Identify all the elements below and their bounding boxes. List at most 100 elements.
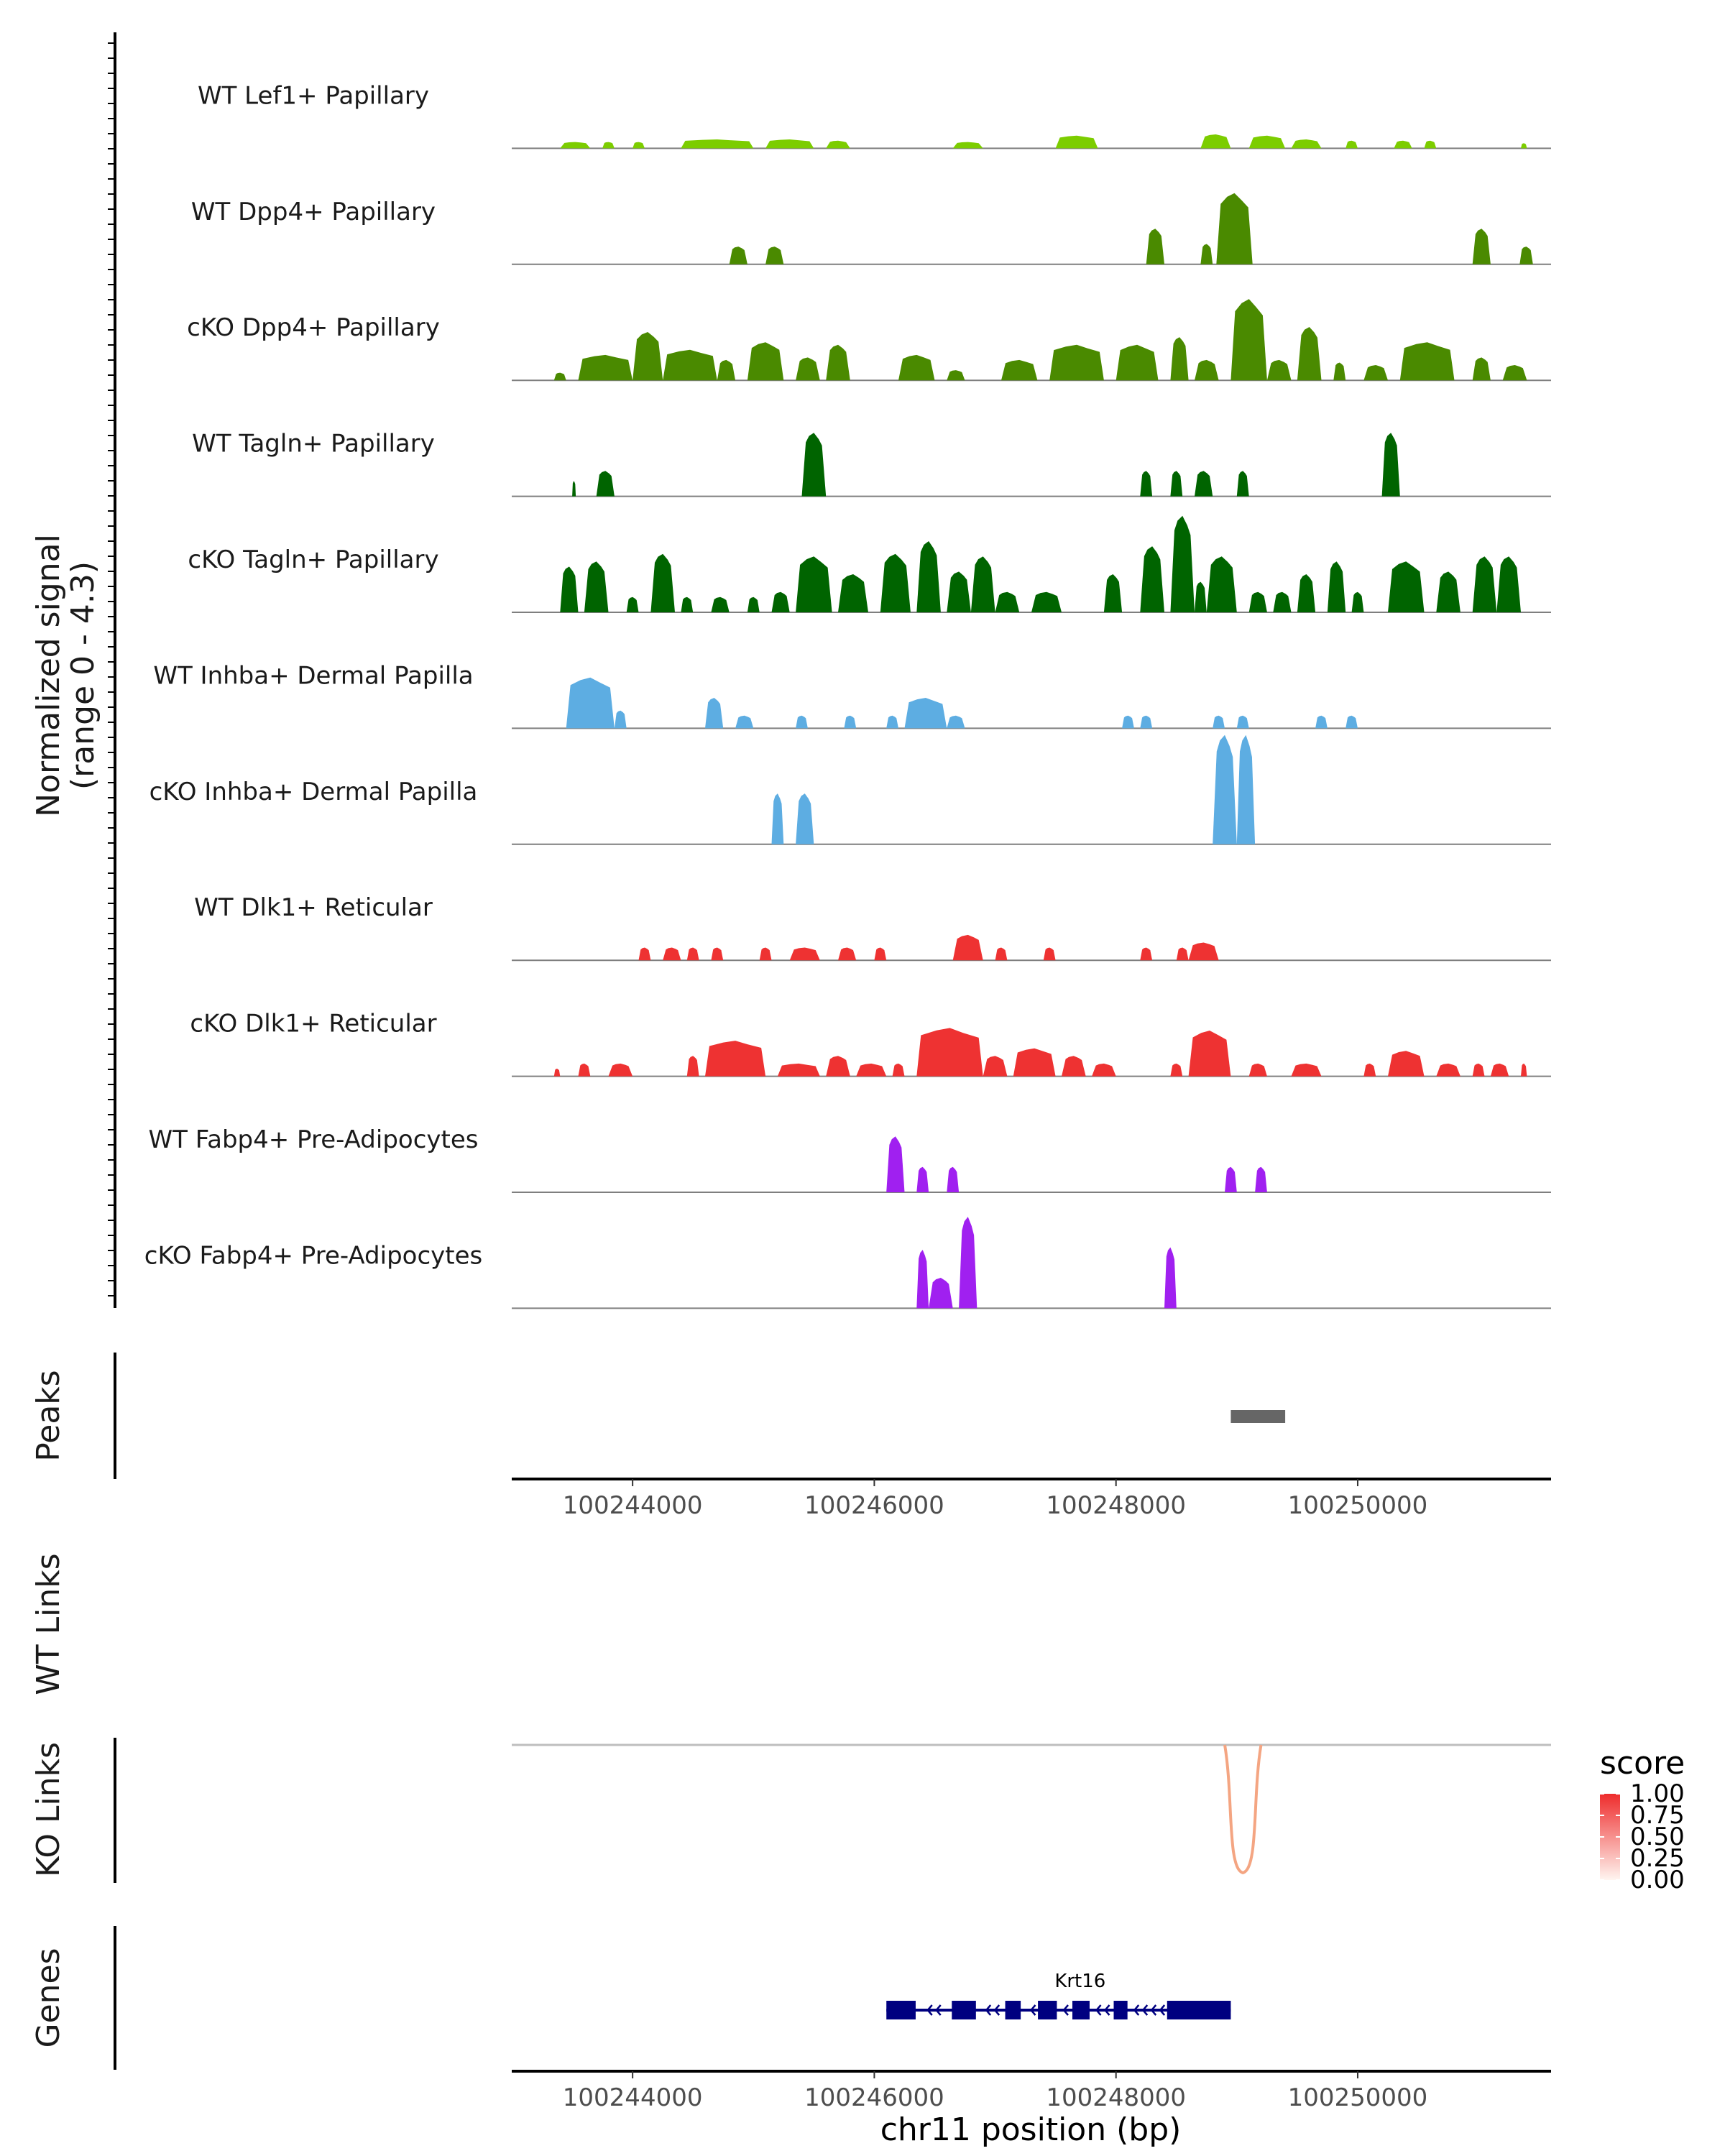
signal-peak — [826, 1056, 850, 1077]
signal-peak — [1140, 947, 1153, 961]
signal-peak — [983, 1056, 1008, 1077]
signal-peak — [995, 591, 1020, 612]
signal-peak — [765, 247, 784, 264]
signal-peak — [1236, 715, 1249, 729]
signal-peak — [838, 947, 857, 961]
signal-peak — [1248, 1063, 1267, 1077]
signal-peak — [952, 142, 983, 149]
signal-peak — [686, 1056, 699, 1077]
signal-tracks: WT Lef1+ Papillary WT Dpp4+ Papillary cKO … — [144, 81, 1551, 1309]
signal-peak — [650, 553, 675, 612]
signal-peak — [796, 357, 820, 381]
track-wt-dpp4-papillary: WT Dpp4+ Papillary — [191, 193, 1551, 265]
strand-arrow — [1141, 2004, 1149, 2016]
signal-peak — [1170, 1063, 1183, 1077]
signal-peak — [1031, 591, 1062, 612]
signal-peak — [1394, 140, 1412, 149]
signal-peak — [1521, 143, 1527, 149]
signal-peak — [1236, 471, 1249, 497]
signal-peak — [765, 139, 814, 149]
signal-peak — [735, 715, 754, 729]
signal-peak — [663, 947, 681, 961]
signal-peak — [886, 715, 898, 729]
signal-peak — [553, 1069, 561, 1077]
x-tick-label: 100248000 — [1046, 1491, 1186, 1520]
signal-peak — [1266, 359, 1292, 381]
signal-peak — [1043, 947, 1056, 961]
signal-peak — [1315, 715, 1328, 729]
gene-exon — [886, 2001, 916, 2019]
track-wt-dlk1-reticular: WT Dlk1+ Reticular — [194, 893, 1551, 962]
signal-peak — [1170, 337, 1189, 381]
signal-peak — [1388, 561, 1425, 612]
signal-peak — [1230, 299, 1267, 381]
signal-peak — [1291, 1063, 1322, 1077]
signal-peak — [1490, 1063, 1509, 1077]
signal-peak — [1496, 556, 1521, 612]
signal-peak — [1200, 134, 1231, 149]
peak-region — [1230, 1410, 1286, 1423]
score-legend: score 1.000.750.500.250.00 — [1600, 1745, 1685, 1894]
signal-peak — [1424, 140, 1437, 149]
signal-peak — [959, 1217, 978, 1309]
signal-peak — [553, 372, 566, 381]
signal-peak — [886, 1136, 905, 1192]
signal-peak — [916, 1028, 983, 1077]
signal-peak — [1055, 135, 1098, 149]
track-label: cKO Fabp4+ Pre-Adipocytes — [144, 1241, 483, 1270]
signal-peak — [1140, 715, 1153, 729]
track-label: WT Dpp4+ Papillary — [191, 198, 436, 226]
signal-peak — [1521, 1063, 1527, 1077]
signal-peak — [826, 140, 850, 149]
signal-peak — [916, 1166, 929, 1192]
signal-peak — [1248, 591, 1267, 612]
signal-peak — [711, 947, 724, 961]
signal-peak — [1472, 556, 1497, 612]
signal-peak — [1381, 433, 1400, 497]
signal-peak — [1327, 561, 1346, 612]
legend-ticks: 1.000.750.500.250.00 — [1600, 1779, 1685, 1894]
signal-peak — [1213, 715, 1225, 729]
signal-peak — [1216, 193, 1253, 264]
signal-peak — [1206, 556, 1237, 612]
strand-arrow — [1062, 2004, 1069, 2016]
signal-peak — [796, 556, 832, 612]
signal-peak — [572, 481, 576, 497]
signal-peak — [1103, 574, 1123, 612]
signal-peak — [1388, 1051, 1425, 1077]
signal-peak — [632, 332, 663, 381]
signal-peak — [626, 596, 639, 612]
signal-peak — [1399, 342, 1455, 381]
signal-peak — [1472, 357, 1491, 381]
signal-peak — [578, 1063, 591, 1077]
peaks-layer — [1230, 1410, 1286, 1423]
signal-peak — [916, 541, 941, 612]
signal-peak — [1122, 715, 1134, 729]
signal-peak — [916, 1250, 929, 1309]
signal-peak — [880, 553, 911, 612]
gene-exon — [952, 2001, 976, 2019]
signal-peak — [729, 247, 748, 264]
track-cko-dlk1-reticular: cKO Dlk1+ Reticular — [190, 1010, 1551, 1077]
signal-peak — [1170, 515, 1195, 612]
track-wt-fabp4-pre-adipocytes: WT Fabp4+ Pre-Adipocytes — [149, 1125, 1551, 1193]
x-tick-label: 100246000 — [804, 2083, 944, 2112]
signal-peak — [1236, 734, 1256, 844]
signal-peak — [1436, 571, 1460, 612]
strand-arrow — [993, 2004, 1000, 2016]
signal-peak — [596, 471, 615, 497]
signal-peak — [705, 698, 724, 729]
signal-peak — [1188, 942, 1219, 961]
signal-peak — [1164, 1247, 1177, 1309]
y-axis-title: Normalized signal — [30, 534, 67, 817]
x-tick-label: 100244000 — [563, 1491, 703, 1520]
signal-peak — [1188, 1031, 1231, 1077]
signal-peak — [952, 934, 983, 961]
x-axis-ticks-bottom: 100244000 100246000 100248000 100250000 — [563, 2071, 1427, 2112]
signal-peak — [874, 947, 887, 961]
signal-peak — [747, 342, 784, 381]
signal-peak — [1333, 362, 1346, 381]
signal-peak — [947, 1166, 960, 1192]
signal-peak — [1176, 947, 1189, 961]
